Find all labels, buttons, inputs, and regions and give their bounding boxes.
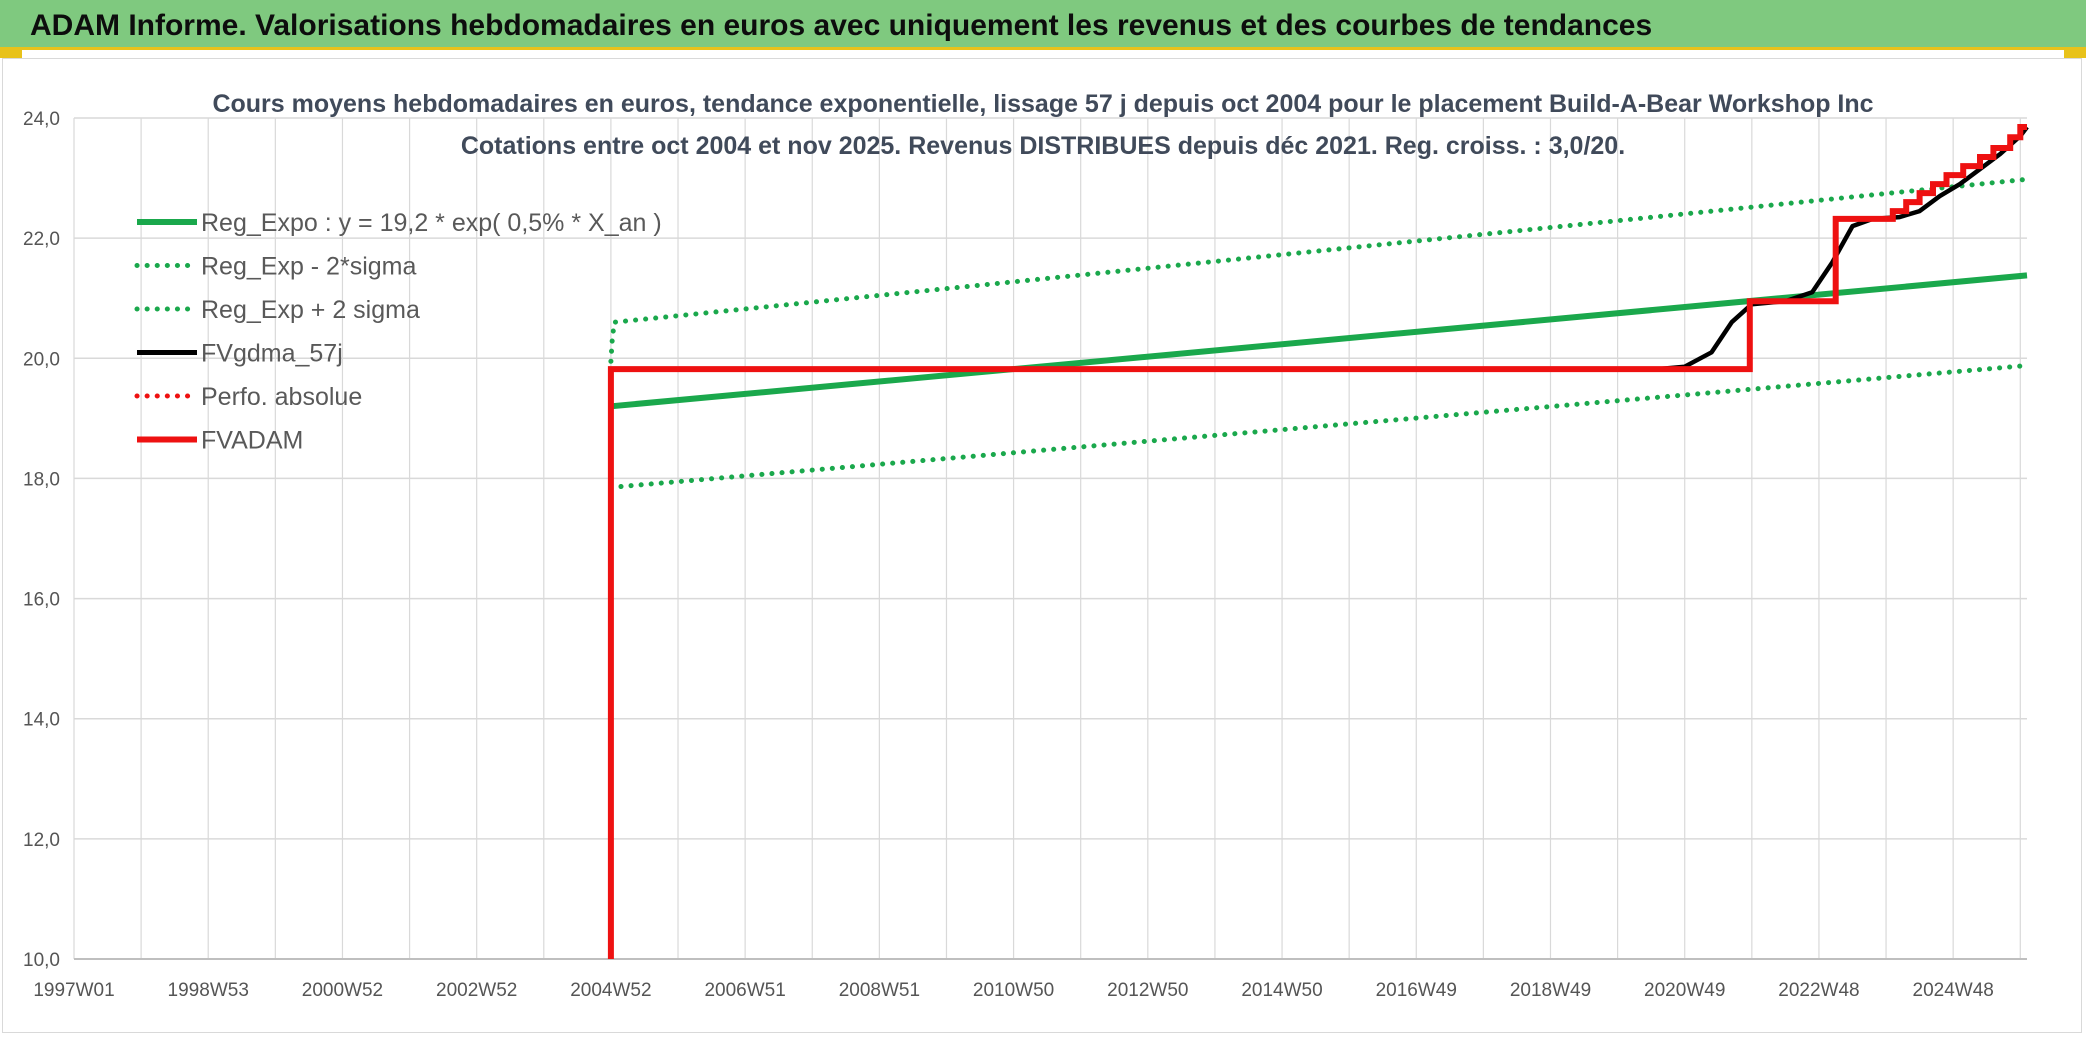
legend-label: Reg_Expo : y = 19,2 * exp( 0,5% * X_an ) bbox=[201, 209, 662, 237]
y-tick-label: 16,0 bbox=[23, 590, 60, 611]
y-tick-label: 18,0 bbox=[23, 469, 60, 490]
legend-label: Reg_Exp - 2*sigma bbox=[201, 253, 416, 281]
x-tick-label: 2018W49 bbox=[1510, 980, 1591, 1001]
legend-label: Perfo. absolue bbox=[201, 383, 362, 411]
y-tick-label: 14,0 bbox=[23, 710, 60, 731]
x-tick-label: 2010W50 bbox=[973, 980, 1054, 1001]
title-bar: ADAM Informe. Valorisations hebdomadaire… bbox=[0, 0, 2086, 50]
x-tick-label: 2012W50 bbox=[1107, 980, 1188, 1001]
corner-accent-right bbox=[2064, 50, 2086, 58]
y-tick-label: 24,0 bbox=[23, 109, 60, 130]
series-line-fvgdma_57j bbox=[610, 125, 2029, 372]
chart-subtitle: Cotations entre oct 2004 et nov 2025. Re… bbox=[461, 132, 1625, 160]
x-tick-label: 2016W49 bbox=[1376, 980, 1457, 1001]
legend: Reg_Expo : y = 19,2 * exp( 0,5% * X_an )… bbox=[134, 209, 662, 455]
y-tick-label: 22,0 bbox=[23, 229, 60, 250]
x-tick-label: 2022W48 bbox=[1778, 980, 1859, 1001]
x-tick-label: 1998W53 bbox=[168, 980, 249, 1001]
series-line-reg_exp bbox=[608, 176, 2030, 364]
grid-vertical bbox=[73, 118, 2027, 960]
legend-label: FVADAM bbox=[201, 427, 303, 455]
y-axis: 24,0 22,0 20,0 18,0 16,0 14,0 12,0 10,0 bbox=[23, 109, 60, 971]
x-tick-label: 1997W01 bbox=[33, 980, 114, 1001]
legend-label: Reg_Exp + 2 sigma bbox=[201, 296, 420, 324]
series-layer bbox=[607, 124, 2030, 959]
corner-accent-left bbox=[0, 50, 22, 58]
grid-horizontal bbox=[74, 117, 2027, 960]
x-tick-label: 2008W51 bbox=[839, 980, 920, 1001]
chart-title: Cours moyens hebdomadaires en euros, ten… bbox=[212, 90, 1873, 118]
x-tick-label: 2002W52 bbox=[436, 980, 517, 1001]
series-line-fvadam bbox=[607, 124, 2027, 959]
x-tick-label: 2006W51 bbox=[704, 980, 785, 1001]
x-tick-label: 2004W52 bbox=[570, 980, 651, 1001]
y-tick-label: 12,0 bbox=[23, 830, 60, 851]
chart-frame bbox=[2, 58, 2082, 1033]
x-tick-label: 2000W52 bbox=[302, 980, 383, 1001]
x-axis: 1997W01 1998W53 2000W52 2002W52 2004W52 2006W… bbox=[33, 980, 1994, 1001]
x-tick-label: 2020W49 bbox=[1644, 980, 1725, 1001]
y-tick-label: 20,0 bbox=[23, 349, 60, 370]
series-line-reg_expo bbox=[610, 272, 2028, 410]
y-tick-label: 10,0 bbox=[23, 950, 60, 971]
x-tick-label: 2024W48 bbox=[1913, 980, 1994, 1001]
legend-label: FVgdma_57j bbox=[201, 340, 343, 368]
x-tick-label: 2014W50 bbox=[1241, 980, 1322, 1001]
report-title: ADAM Informe. Valorisations hebdomadaire… bbox=[30, 9, 1653, 42]
